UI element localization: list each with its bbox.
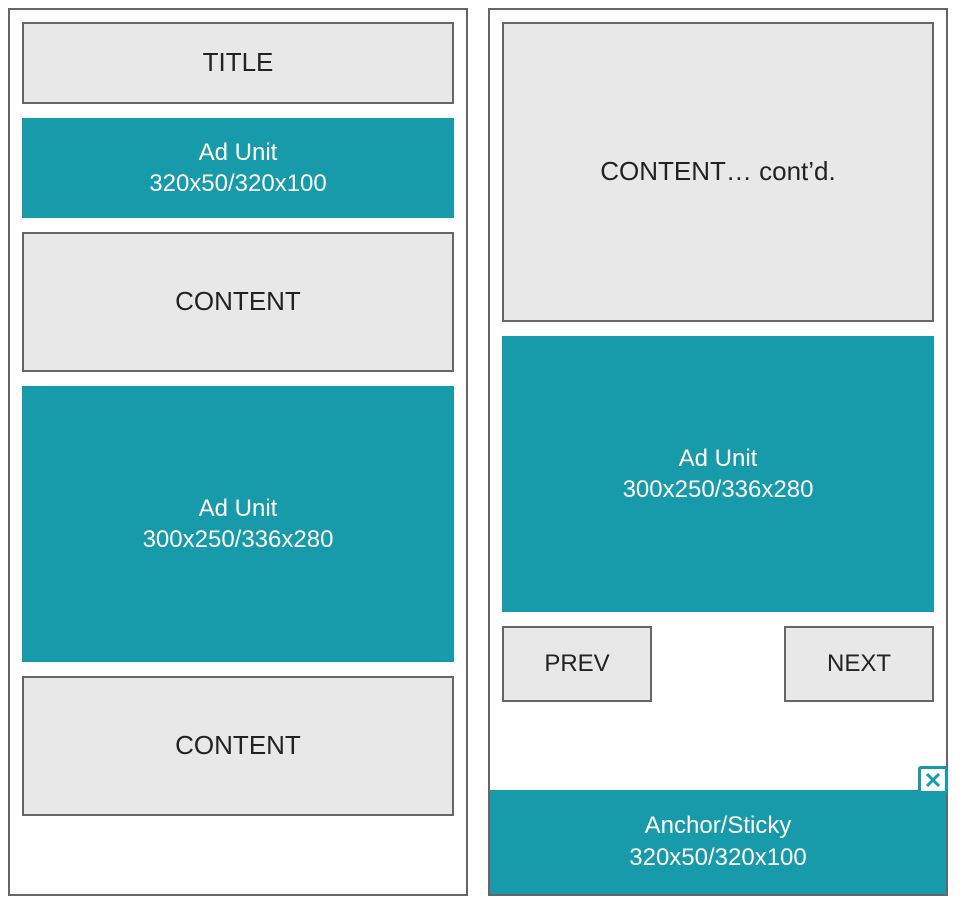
- anchor-label-line2: 320x50/320x100: [629, 842, 807, 874]
- content-label: CONTENT: [175, 729, 301, 763]
- next-label: NEXT: [827, 650, 891, 678]
- ad-unit-mrec-1: Ad Unit 300x250/336x280: [22, 386, 454, 662]
- ad-label-line1: Ad Unit: [199, 137, 278, 168]
- title-block: TITLE: [22, 22, 454, 104]
- mobile-frame-right: CONTENT… cont’d. Ad Unit 300x250/336x280…: [488, 8, 948, 896]
- anchor-close-button[interactable]: [918, 766, 948, 794]
- wireframe-canvas: TITLE Ad Unit 320x50/320x100 CONTENT Ad …: [0, 0, 964, 904]
- ad-label-line2: 300x250/336x280: [623, 474, 814, 505]
- ad-label-line2: 320x50/320x100: [149, 168, 327, 199]
- ad-label-line1: Ad Unit: [199, 493, 278, 524]
- ad-unit-mrec-2: Ad Unit 300x250/336x280: [502, 336, 934, 612]
- prev-label: PREV: [544, 650, 609, 678]
- content-block-2: CONTENT: [22, 676, 454, 816]
- next-button[interactable]: NEXT: [784, 626, 934, 702]
- content-label: CONTENT: [175, 285, 301, 319]
- anchor-sticky-ad: Anchor/Sticky 320x50/320x100: [490, 790, 946, 894]
- close-icon: [924, 771, 942, 789]
- pagination-nav: PREV NEXT: [502, 626, 934, 702]
- anchor-label-line1: Anchor/Sticky: [645, 810, 792, 842]
- content-block-1: CONTENT: [22, 232, 454, 372]
- ad-unit-banner-top: Ad Unit 320x50/320x100: [22, 118, 454, 218]
- ad-label-line1: Ad Unit: [679, 443, 758, 474]
- ad-label-line2: 300x250/336x280: [143, 524, 334, 555]
- content-contd-block: CONTENT… cont’d.: [502, 22, 934, 322]
- anchor-ad-container: Anchor/Sticky 320x50/320x100: [490, 790, 946, 894]
- content-contd-label: CONTENT… cont’d.: [600, 155, 836, 189]
- title-label: TITLE: [203, 46, 274, 80]
- prev-button[interactable]: PREV: [502, 626, 652, 702]
- mobile-frame-left: TITLE Ad Unit 320x50/320x100 CONTENT Ad …: [8, 8, 468, 896]
